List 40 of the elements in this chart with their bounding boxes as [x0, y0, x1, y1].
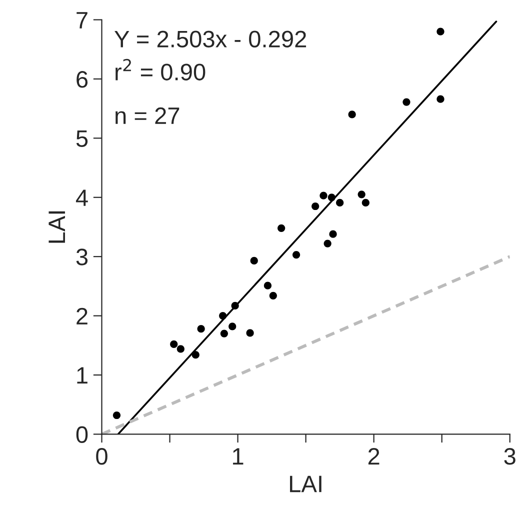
point: [358, 190, 366, 198]
point: [220, 330, 228, 338]
point: [112, 411, 121, 420]
y-tick-label: 2: [76, 308, 88, 324]
point: [292, 251, 300, 259]
x-tick-label: 2: [368, 448, 380, 465]
point: [312, 202, 320, 210]
annotation: n = 27: [116, 107, 180, 124]
x-tick-label: 3: [504, 448, 516, 465]
point: [269, 292, 277, 300]
point: [320, 192, 328, 200]
point: [264, 282, 272, 290]
y-tick-label: 1: [77, 367, 88, 384]
x-tick-label: 1: [233, 448, 244, 465]
point: [436, 95, 444, 103]
annotation: r$^{2}$ = 0.90: [116, 58, 206, 80]
y-axis-title: LAI: [48, 211, 65, 243]
point: [170, 340, 178, 348]
point: [436, 28, 444, 36]
point: [246, 329, 254, 337]
point: [228, 322, 236, 330]
point: [250, 256, 258, 265]
point: [329, 230, 337, 238]
point: [348, 110, 356, 118]
y-tick-label: 6: [76, 71, 88, 88]
y-tick-label: 4: [76, 190, 88, 206]
annotation: Y = 2.503x - 0.292: [114, 30, 306, 48]
point: [176, 345, 184, 353]
point: [362, 198, 370, 207]
point: [402, 98, 410, 106]
x-tick-label: 0: [96, 448, 108, 465]
y-tick-label: 0: [76, 426, 88, 443]
x-axis-title: LAI: [290, 476, 322, 492]
point: [197, 325, 205, 333]
y-tick-label: 7: [76, 12, 88, 28]
y-tick-label: 5: [76, 130, 88, 147]
point: [278, 224, 286, 232]
y-tick-label: 3: [76, 248, 88, 266]
point: [324, 240, 332, 248]
point: [336, 198, 344, 207]
